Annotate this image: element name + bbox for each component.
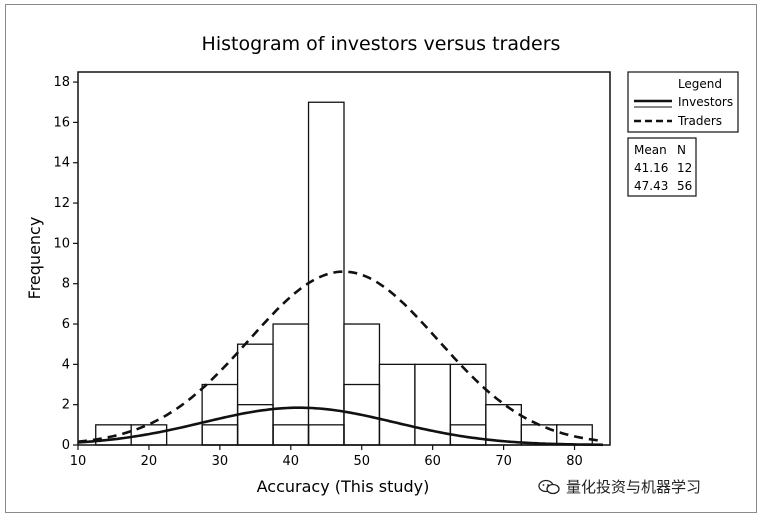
bar-investors-3 (201, 424, 239, 446)
bar-traders-8 (378, 363, 416, 446)
x-tick-label-60: 60 (424, 454, 441, 469)
legend-title: Legend (678, 77, 722, 91)
bar-investors-6 (307, 424, 345, 446)
x-axis-ticks: 10 20 30 40 50 60 70 80 (70, 445, 583, 469)
fit-curve-investors (77, 406, 603, 447)
legend-label-traders: Traders (677, 114, 722, 128)
x-tick-label-30: 30 (212, 454, 229, 469)
y-tick-label-10: 10 (53, 236, 70, 251)
x-tick-label-20: 20 (141, 454, 158, 469)
y-tick-label-14: 14 (53, 156, 70, 171)
plot-area (77, 71, 611, 446)
watermark: 量化投资与机器学习 (538, 476, 701, 497)
y-tick-label-6: 6 (62, 317, 70, 332)
x-tick-label-70: 70 (495, 454, 512, 469)
y-tick-label-0: 0 (62, 438, 70, 453)
legend-box: Legend Investors Traders (627, 71, 739, 133)
y-tick-label-16: 16 (53, 115, 70, 130)
y-tick-label-4: 4 (62, 357, 70, 372)
y-tick-label-12: 12 (53, 196, 70, 211)
bar-traders-10 (449, 363, 487, 446)
stats-mean-investors: 41.16 (634, 161, 668, 175)
legend-label-investors: Investors (678, 95, 733, 109)
bar-traders-13 (556, 424, 593, 446)
stats-header-mean: Mean (634, 143, 667, 157)
stats-mean-traders: 47.43 (634, 179, 668, 193)
bar-investors-5 (272, 424, 310, 446)
fit-curve-traders (77, 270, 604, 443)
stats-header-n: N (677, 143, 686, 157)
figure-frame (5, 4, 757, 513)
stats-n-investors: 12 (677, 161, 692, 175)
x-tick-label-50: 50 (353, 454, 370, 469)
stats-table: Mean N 41.16 12 47.43 56 (627, 137, 697, 197)
y-tick-label-2: 2 (62, 398, 70, 413)
y-axis-ticks: 0 2 4 6 8 10 12 14 16 18 (53, 75, 78, 453)
fit-curves (77, 270, 604, 447)
y-axis-label: Frequency (25, 217, 44, 300)
histogram-bars (95, 101, 593, 446)
y-tick-label-8: 8 (62, 277, 70, 292)
wechat-icon (538, 479, 560, 494)
y-tick-label-18: 18 (53, 75, 70, 90)
chart-title: Histogram of investors versus traders (202, 33, 561, 55)
x-tick-label-10: 10 (70, 454, 87, 469)
x-axis-label: Accuracy (This study) (257, 477, 430, 496)
bar-traders-4 (236, 343, 274, 446)
watermark-text: 量化投资与机器学习 (566, 478, 702, 496)
x-tick-label-80: 80 (566, 454, 583, 469)
stats-n-traders: 56 (677, 179, 692, 193)
x-tick-label-40: 40 (283, 454, 300, 469)
